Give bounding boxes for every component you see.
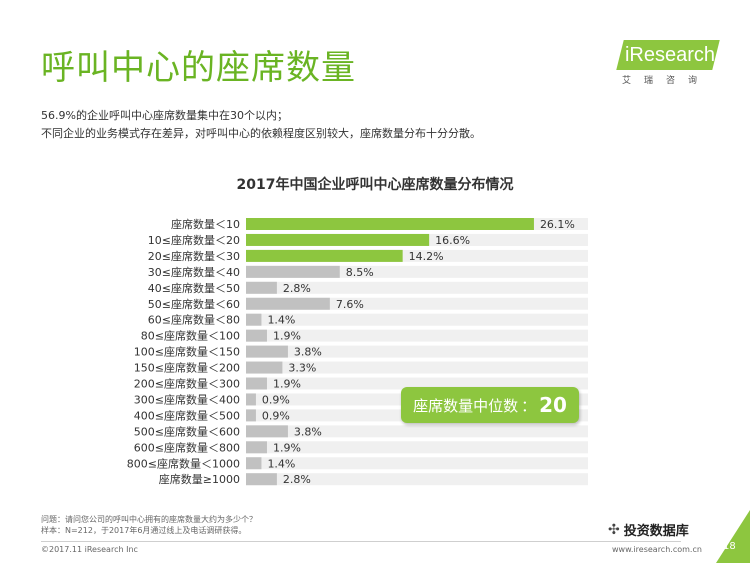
bar xyxy=(246,393,256,406)
wechat-label: 投资数据库 xyxy=(623,524,689,539)
logo-text: iResearch xyxy=(624,44,716,66)
category-label: 200≤座席数量＜300 xyxy=(134,377,240,391)
bar xyxy=(246,329,267,342)
value-label: 1.9% xyxy=(273,441,301,454)
value-label: 3.8% xyxy=(294,346,322,359)
website-link[interactable]: www.iresearch.com.cn xyxy=(612,545,702,554)
value-label: 1.9% xyxy=(273,378,301,391)
summary-text: 56.9%的企业呼叫中心座席数量集中在30个以内； 不同企业的业务模式存在差异，… xyxy=(41,107,481,143)
copyright: ©2017.11 iResearch Inc xyxy=(41,545,138,554)
value-label: 1.4% xyxy=(267,457,295,470)
bar-track xyxy=(246,425,588,438)
median-separator: ： xyxy=(521,396,537,415)
category-label: 座席数量≥1000 xyxy=(159,472,240,486)
footnote-question: 问题：请问您公司的呼叫中心拥有的座席数量大约为多少个？ xyxy=(41,515,257,524)
category-label: 50≤座席数量＜60 xyxy=(148,297,240,311)
bar xyxy=(246,361,283,374)
iresearch-logo: iResearch 艾瑞咨询 xyxy=(616,40,720,90)
category-label: 300≤座席数量＜400 xyxy=(134,392,240,406)
bar-track xyxy=(246,441,588,454)
bar xyxy=(246,281,277,294)
category-label: 800≤座席数量＜1000 xyxy=(127,456,240,470)
category-label: 400≤座席数量＜500 xyxy=(134,408,240,422)
bar-track xyxy=(246,457,588,470)
median-label: 座席数量中位数 xyxy=(413,396,519,415)
value-label: 16.6% xyxy=(435,234,470,247)
value-label: 1.4% xyxy=(267,314,295,327)
bar xyxy=(246,345,288,358)
value-label: 3.8% xyxy=(294,425,322,438)
category-label: 10≤座席数量＜20 xyxy=(148,233,240,247)
summary-line-2: 不同企业的业务模式存在差异，对呼叫中心的依赖程度区别较大，座席数量分布十分分散。 xyxy=(41,127,481,140)
category-label: 30≤座席数量＜40 xyxy=(148,265,240,279)
chart-title: 2017年中国企业呼叫中心座席数量分布情况 xyxy=(236,177,514,193)
category-label: 40≤座席数量＜50 xyxy=(148,281,240,295)
value-label: 8.5% xyxy=(346,266,374,279)
page-corner-decoration xyxy=(716,510,750,563)
page-number: 18 xyxy=(723,541,736,552)
wechat-icon: ✣ xyxy=(608,521,620,538)
bar xyxy=(246,265,340,278)
bar xyxy=(246,233,430,246)
value-label: 1.9% xyxy=(273,330,301,343)
category-label: 60≤座席数量＜80 xyxy=(148,313,240,327)
value-label: 0.9% xyxy=(262,409,290,422)
bar-track xyxy=(246,377,588,390)
bar xyxy=(246,473,277,486)
bar-track xyxy=(246,297,588,310)
median-value: 20 xyxy=(539,393,567,417)
category-label: 100≤座席数量＜150 xyxy=(134,345,240,359)
bar xyxy=(246,313,262,326)
bar xyxy=(246,457,262,470)
summary-line-1: 56.9%的企业呼叫中心座席数量集中在30个以内； xyxy=(41,109,288,122)
category-label: 150≤座席数量＜200 xyxy=(134,361,240,375)
bar-track xyxy=(246,329,588,342)
value-label: 14.2% xyxy=(409,250,444,263)
category-label: 座席数量＜10 xyxy=(171,217,240,231)
footer-divider xyxy=(41,541,681,542)
bar xyxy=(246,249,403,262)
value-label: 26.1% xyxy=(540,218,575,231)
bar xyxy=(246,218,534,230)
footnote: 问题：请问您公司的呼叫中心拥有的座席数量大约为多少个？ 样本：N=212，于20… xyxy=(41,514,257,536)
footnote-sample: 样本：N=212，于2017年6月通过线上及电话调研获得。 xyxy=(41,526,247,535)
category-label: 80≤座席数量＜100 xyxy=(141,329,240,343)
value-label: 2.8% xyxy=(283,473,311,486)
bar-chart: 座席数量＜10 26.1% 10≤座席数量＜20 16.6% 20≤座席数量＜30 14.… xyxy=(127,217,588,486)
value-label: 0.9% xyxy=(262,393,290,406)
wechat-badge: ✣ 投资数据库 xyxy=(608,520,689,540)
bar-track xyxy=(246,345,588,358)
category-label: 600≤座席数量＜800 xyxy=(134,440,240,454)
logo-subtitle: 艾瑞咨询 xyxy=(622,76,711,86)
bar xyxy=(246,441,267,454)
value-label: 7.6% xyxy=(336,298,364,311)
median-callout: 座席数量中位数 ： 20 xyxy=(401,387,579,423)
page-title: 呼叫中心的座席数量 xyxy=(41,48,356,88)
bar-track xyxy=(246,313,588,326)
bar-track xyxy=(246,361,588,374)
bar-track xyxy=(246,281,588,294)
bar xyxy=(246,425,288,438)
bar xyxy=(246,297,330,310)
category-label: 500≤座席数量＜600 xyxy=(134,424,240,438)
value-label: 2.8% xyxy=(283,282,311,295)
value-label: 3.3% xyxy=(288,362,316,375)
bar xyxy=(246,377,267,390)
bar-track xyxy=(246,473,588,486)
category-label: 20≤座席数量＜30 xyxy=(148,249,240,263)
bar xyxy=(246,409,256,422)
